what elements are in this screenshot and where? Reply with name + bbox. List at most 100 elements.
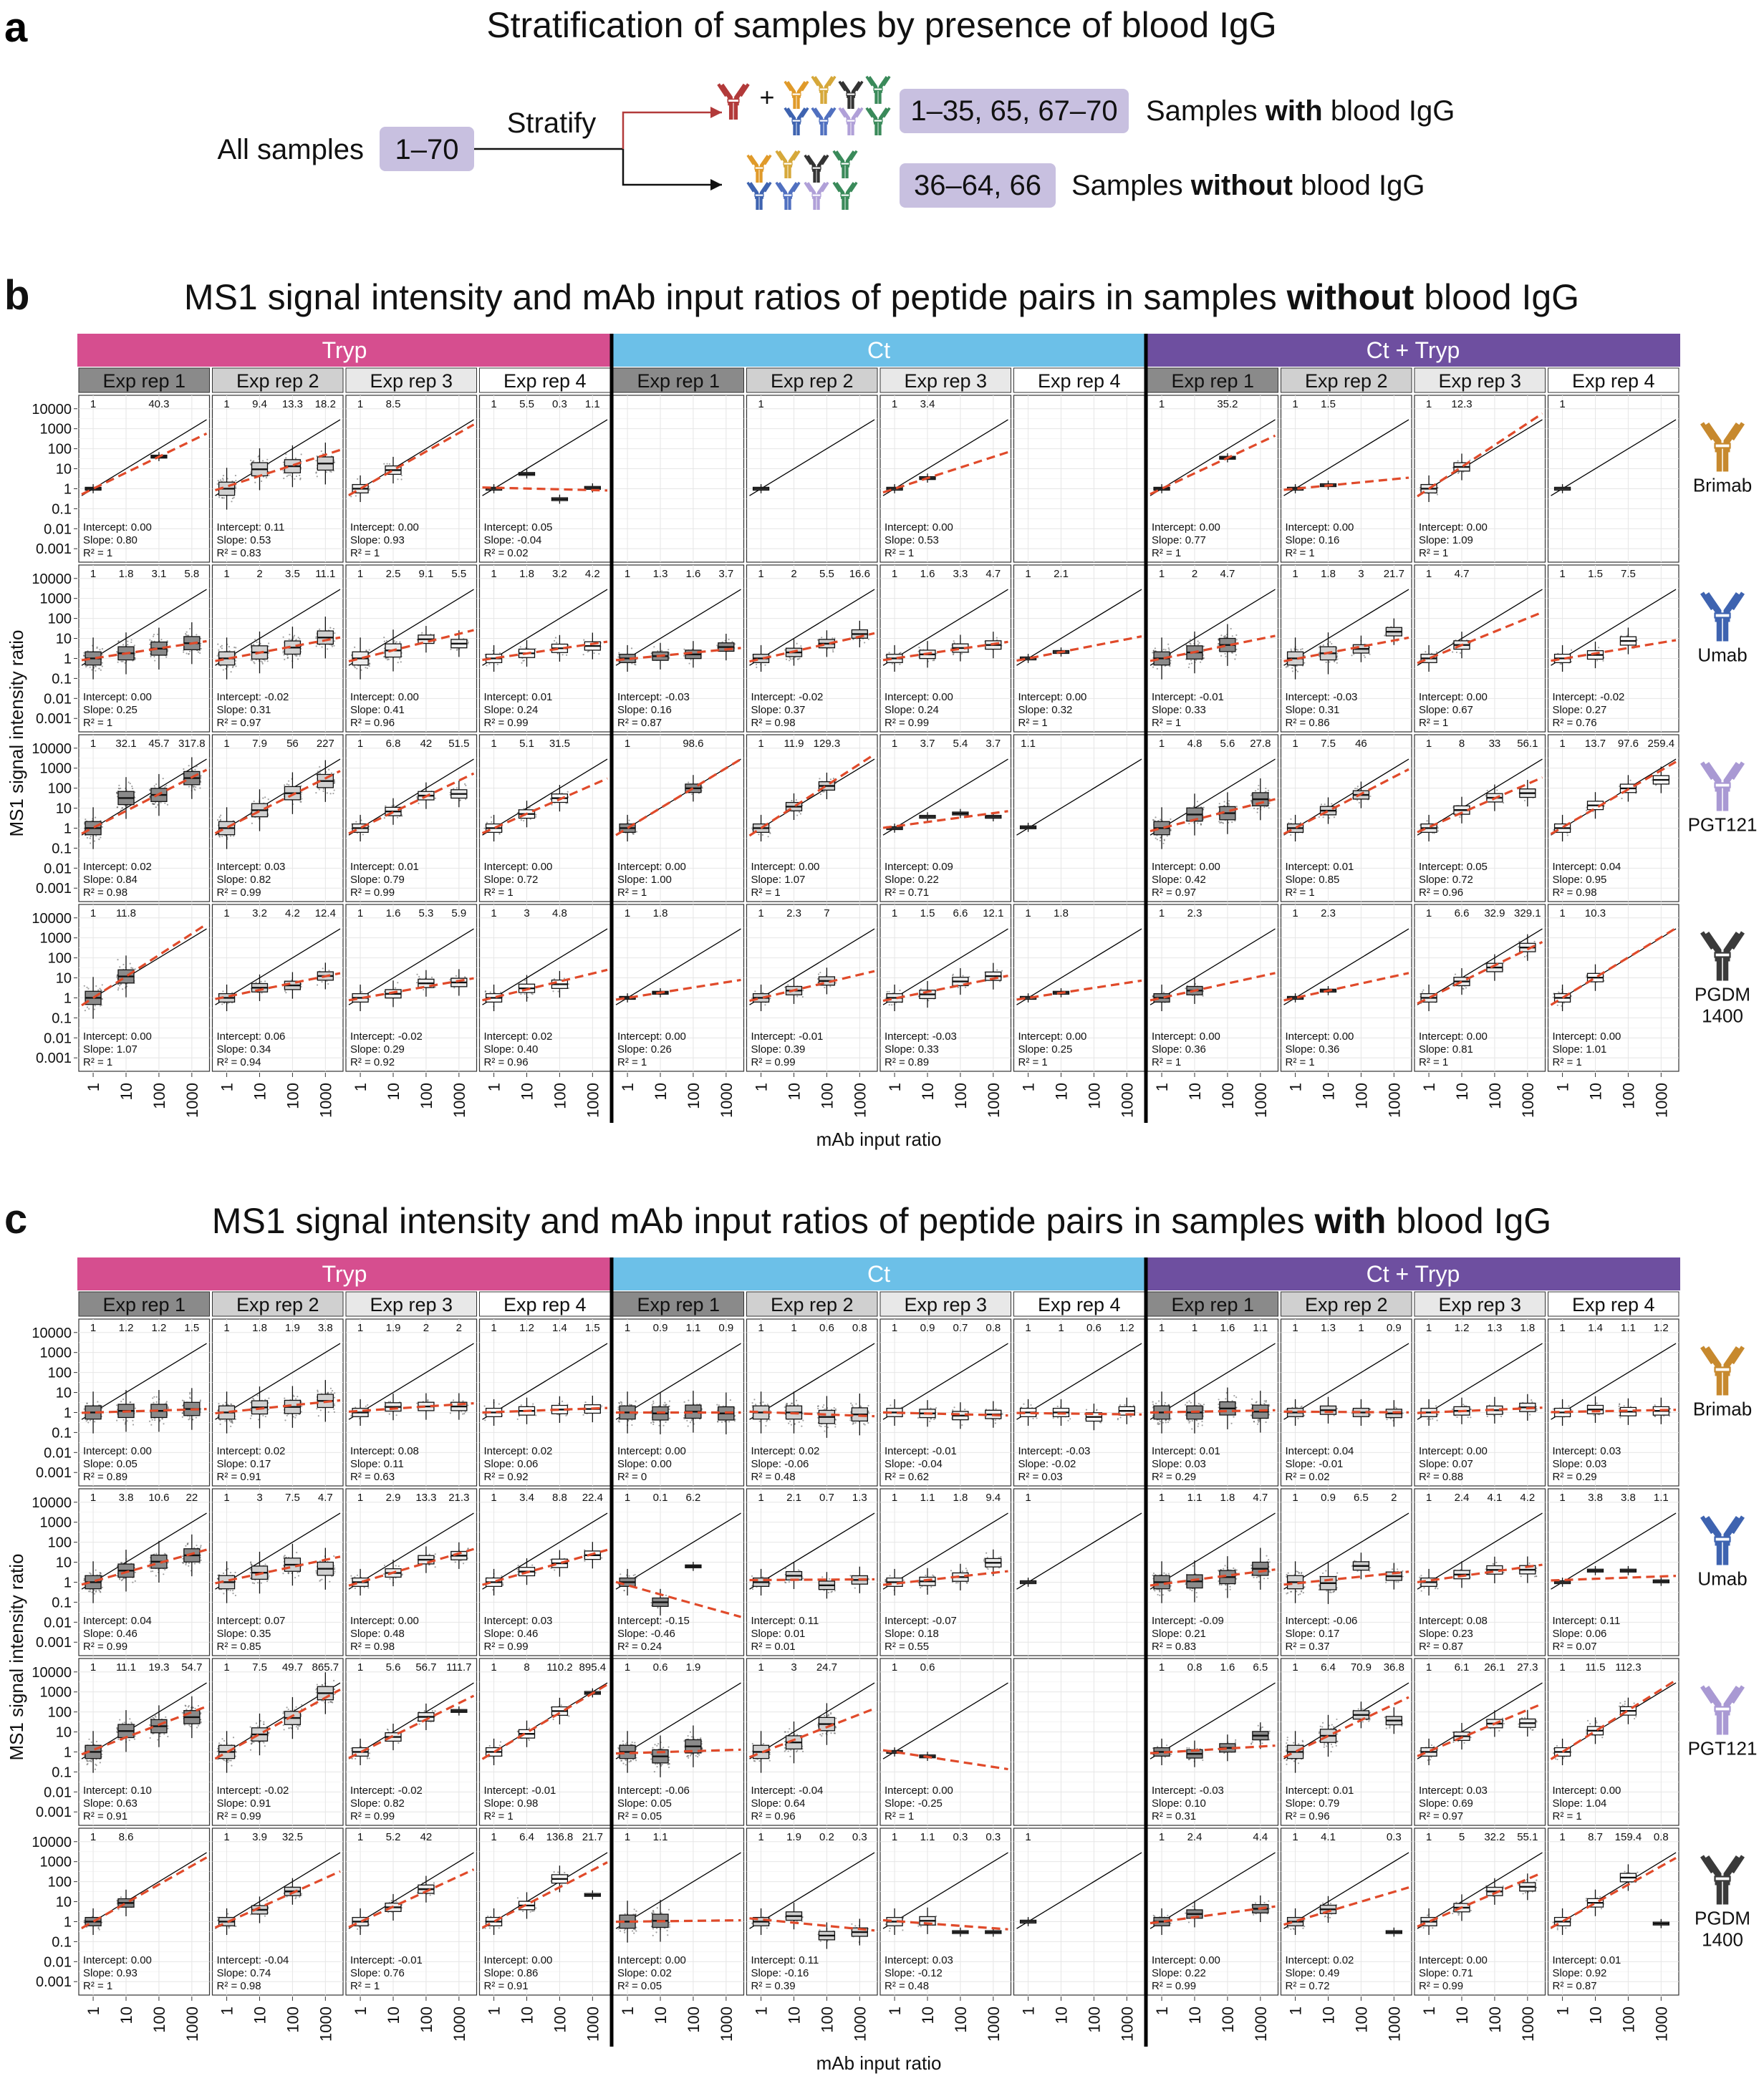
data-point <box>286 655 289 657</box>
data-point <box>300 791 303 793</box>
median-ratio-label: 12.3 <box>1451 398 1472 410</box>
facet-label-7: Exp rep 4 <box>1038 370 1121 392</box>
data-point <box>235 647 237 649</box>
data-point <box>1166 835 1168 837</box>
data-point <box>295 475 298 478</box>
antibody-with-icon-3-stem <box>874 90 882 105</box>
antibody-without-icon-3-outer <box>832 150 858 161</box>
data-point <box>99 649 101 651</box>
data-point <box>233 646 236 649</box>
data-point <box>221 478 224 480</box>
median-ratio-label: 7.5 <box>1621 568 1636 580</box>
stratify-label: Stratify <box>507 107 596 139</box>
antibody-without-icon-0-hinge <box>754 166 764 170</box>
data-point <box>1328 817 1331 819</box>
with-arrow-head <box>710 107 722 118</box>
data-point <box>165 784 168 786</box>
median-ratio-label: 4.7 <box>1455 568 1470 580</box>
identity-line <box>882 589 1008 666</box>
data-point <box>598 652 600 655</box>
data-point <box>799 811 801 813</box>
data-point <box>1225 636 1228 639</box>
data-point <box>319 766 321 768</box>
median-ratio-label: 1 <box>1559 568 1565 580</box>
x-tick-label: 100 <box>1352 1083 1370 1109</box>
data-point <box>1185 643 1187 646</box>
data-point <box>791 658 794 660</box>
x-tick-label: 100 <box>1085 1083 1103 1109</box>
data-point <box>635 831 638 833</box>
median-ratio-label: 45.7 <box>148 738 169 750</box>
data-point <box>355 821 357 823</box>
slope-label: Slope: 0.79 <box>350 874 405 886</box>
slope-label: Slope: 0.84 <box>83 874 138 886</box>
data-point <box>222 475 225 477</box>
data-point <box>264 796 266 798</box>
data-point <box>1257 788 1259 791</box>
data-point <box>149 788 151 791</box>
data-point <box>360 669 362 671</box>
data-point <box>253 661 255 663</box>
data-point <box>164 786 166 788</box>
facet-strip-6 <box>879 367 1011 393</box>
fit-line <box>81 432 208 496</box>
facet-label-9: Exp rep 2 <box>1305 370 1388 392</box>
antibody-red-icon-outer <box>717 83 750 97</box>
intercept-label: Intercept: 0.00 <box>885 521 953 533</box>
data-point <box>1290 818 1292 820</box>
antibody-with-icon-4-hinge <box>791 119 801 122</box>
data-point <box>1152 650 1155 652</box>
data-point <box>1459 652 1462 655</box>
data-point <box>1369 795 1372 798</box>
data-point <box>217 643 219 645</box>
plus-sign: + <box>759 82 774 112</box>
data-point <box>261 661 264 663</box>
data-point <box>293 634 296 637</box>
data-point <box>1435 651 1437 653</box>
y-tick-label: 10000 <box>32 402 72 417</box>
x-axis-label: mAb input ratio <box>816 1129 942 1150</box>
data-point <box>282 636 284 638</box>
data-point <box>117 640 120 642</box>
data-point <box>950 647 953 650</box>
slope-label: Slope: 0.67 <box>1419 704 1473 716</box>
data-point <box>230 671 232 673</box>
slope-label: Slope: 0.31 <box>1286 704 1340 716</box>
antibody-with-icon-5-hinge <box>819 119 829 122</box>
fit-line <box>348 423 475 496</box>
intercept-label: Intercept: 0.01 <box>1286 861 1354 873</box>
antibody-without-icon-5-outer <box>775 181 801 193</box>
median-ratio-label: 5.6 <box>1220 738 1235 750</box>
data-point <box>253 460 255 462</box>
data-point <box>254 639 256 641</box>
data-point <box>668 656 670 658</box>
data-point <box>1290 650 1293 652</box>
data-point <box>459 799 461 801</box>
data-point <box>1322 644 1324 647</box>
y-tick-label: 1000 <box>40 761 72 777</box>
data-point <box>319 772 321 774</box>
y-tick-label: 1000 <box>40 592 72 607</box>
antibody-without-icon-1-hinge <box>783 162 793 165</box>
data-point <box>268 463 270 465</box>
slope-label: Slope: 0.16 <box>1286 534 1340 546</box>
data-point <box>1291 670 1294 672</box>
data-point <box>288 638 290 640</box>
median-ratio-label: 31.5 <box>549 738 570 750</box>
data-point <box>398 657 401 660</box>
y-tick-label: 1 <box>64 651 72 667</box>
all-samples-range-box <box>380 127 474 171</box>
antibody-without-icon-3-hinge <box>840 162 850 165</box>
median-ratio-label: 1 <box>491 738 496 750</box>
intercept-label: Intercept: 0.11 <box>217 521 285 533</box>
data-point <box>688 662 690 665</box>
data-point <box>785 658 788 660</box>
data-point <box>365 667 367 669</box>
data-point <box>1265 787 1267 790</box>
x-tick-label: 10 <box>1453 1083 1471 1100</box>
data-point <box>266 660 269 662</box>
median-ratio-label: 42 <box>420 738 433 750</box>
antibody-without-icon-7-outer <box>832 181 858 193</box>
